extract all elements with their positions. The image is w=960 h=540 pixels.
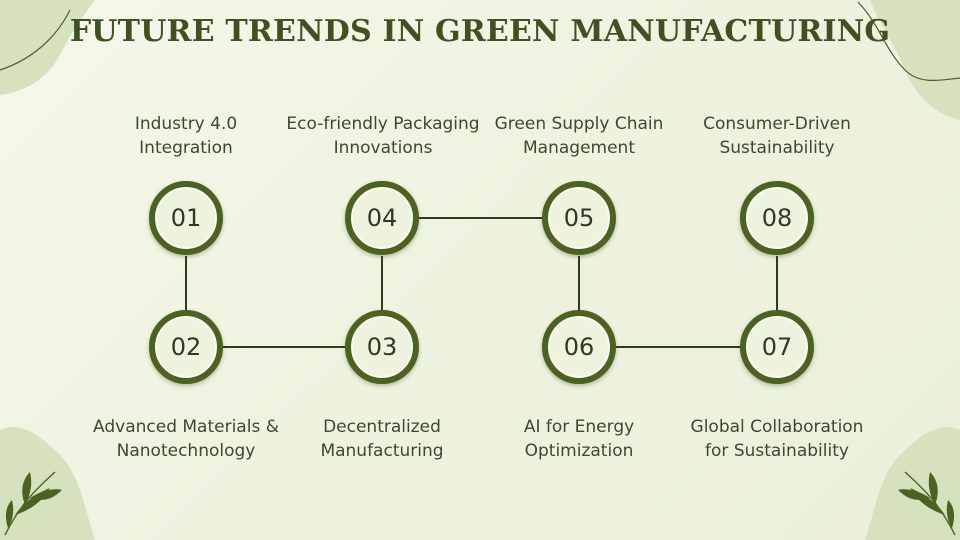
step-label-04: Eco-friendly Packaging Innovations: [277, 112, 489, 160]
step-node-02: 02: [149, 310, 223, 384]
step-label-06: AI for Energy Optimization: [474, 415, 684, 463]
step-label-03: Decentralized Manufacturing: [277, 415, 487, 463]
step-label-line: Innovations: [333, 138, 433, 158]
step-number: 07: [761, 333, 793, 361]
step-label-line: Advanced Materials &: [93, 417, 279, 437]
step-node-07: 07: [740, 310, 814, 384]
step-node-04: 04: [345, 181, 419, 255]
step-node-06: 06: [542, 310, 616, 384]
step-label-line: Industry 4.0: [134, 114, 238, 134]
page-title: FUTURE TRENDS IN GREEN MANUFACTURING: [69, 14, 891, 49]
step-label-line: Management: [523, 138, 635, 158]
step-label-line: Consumer-Driven: [703, 114, 851, 134]
step-label-line: Decentralized: [323, 417, 441, 437]
step-label-05: Green Supply Chain Management: [474, 112, 684, 160]
step-label-07: Global Collaboration for Sustainability: [672, 415, 882, 463]
step-label-line: Nanotechnology: [116, 441, 256, 461]
step-label-line: Manufacturing: [320, 441, 444, 461]
step-number: 06: [563, 333, 595, 361]
step-label-line: Optimization: [524, 441, 634, 461]
step-label-08: Consumer-Driven Sustainability: [672, 112, 882, 160]
step-label-line: for Sustainability: [705, 441, 849, 461]
step-label-line: Sustainability: [719, 138, 835, 158]
step-node-08: 08: [740, 181, 814, 255]
step-label-line: AI for Energy: [523, 417, 635, 437]
step-label-line: Eco-friendly Packaging: [286, 114, 480, 134]
step-node-03: 03: [345, 310, 419, 384]
step-number: 05: [563, 204, 595, 232]
step-number: 01: [170, 204, 202, 232]
leaf-decoration-bottom-left: [0, 426, 95, 540]
step-number: 08: [761, 204, 793, 232]
step-number: 02: [170, 333, 202, 361]
step-label-line: Global Collaboration: [690, 417, 864, 437]
step-number: 03: [366, 333, 398, 361]
step-label-01: Industry 4.0 Integration: [81, 112, 291, 160]
leaf-decoration-top-left: [0, 0, 95, 95]
step-label-line: Green Supply Chain: [494, 114, 664, 134]
step-number: 04: [366, 204, 398, 232]
step-label-line: Integration: [139, 138, 233, 158]
step-node-01: 01: [149, 181, 223, 255]
leaf-decoration-bottom-right: [865, 426, 960, 540]
step-node-05: 05: [542, 181, 616, 255]
step-label-02: Advanced Materials & Nanotechnology: [81, 415, 291, 463]
leaf-decoration-top-right: [857, 0, 960, 120]
